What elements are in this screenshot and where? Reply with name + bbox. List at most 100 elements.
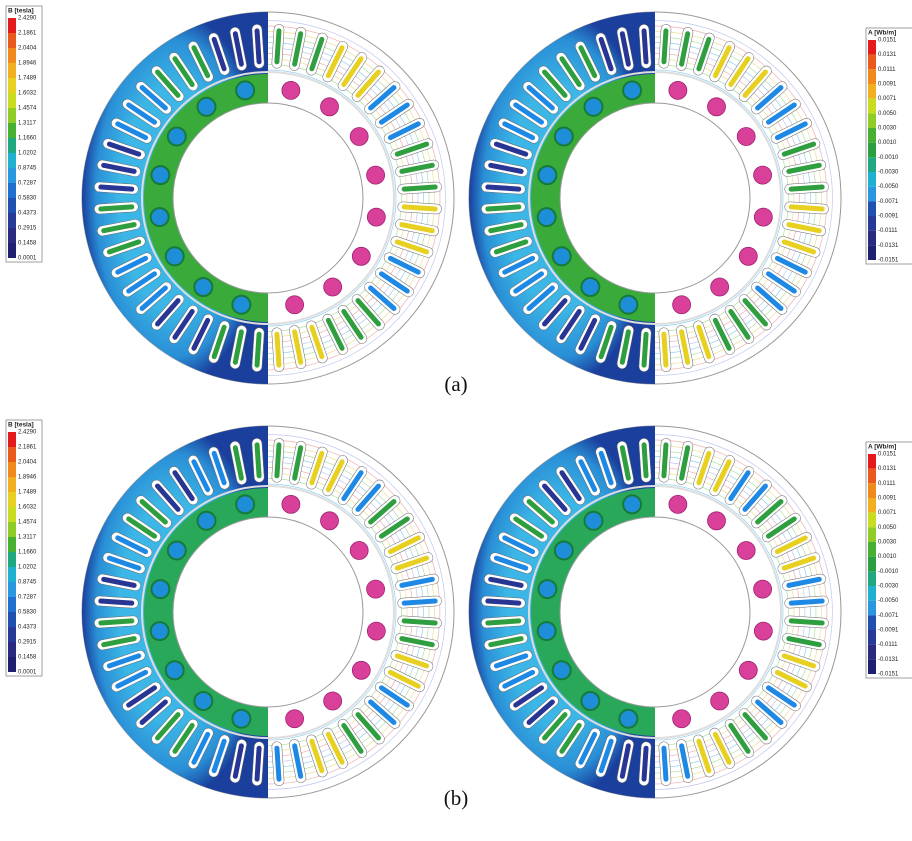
legend-swatch xyxy=(868,527,876,542)
legend-swatch xyxy=(8,243,16,258)
legend-swatch xyxy=(8,432,16,447)
legend-swatch xyxy=(8,612,16,627)
legend-swatch xyxy=(868,157,876,172)
legend-swatch xyxy=(8,567,16,582)
magnet-field xyxy=(584,98,602,116)
legend-swatch xyxy=(8,78,16,93)
legend-label: 1.7489 xyxy=(18,490,37,496)
legend-label: 2.1861 xyxy=(18,445,37,451)
legend-swatch xyxy=(8,123,16,138)
magnet-field xyxy=(553,247,571,265)
magnet xyxy=(708,98,726,116)
legend-swatch xyxy=(868,172,876,187)
legend-label: 0.5830 xyxy=(18,610,37,616)
magnet xyxy=(711,692,729,710)
magnet xyxy=(350,127,368,145)
legend-swatch xyxy=(868,113,876,128)
legend-swatch xyxy=(868,245,876,260)
legend-label: 1.0202 xyxy=(18,565,37,571)
legend-label: 1.6032 xyxy=(18,91,37,97)
legend-label: 0.0001 xyxy=(18,670,37,676)
legend-label: 1.6032 xyxy=(18,505,37,511)
legend: A [Wb/m]0.01510.01310.01110.00910.00710.… xyxy=(866,28,912,264)
legend-swatch xyxy=(868,99,876,114)
legend-swatch xyxy=(868,615,876,630)
legend-label: -0.0151 xyxy=(878,672,899,678)
magnet-field xyxy=(581,278,599,296)
magnet-field xyxy=(538,622,556,640)
magnet-field xyxy=(166,661,184,679)
legend-label: 0.4373 xyxy=(18,625,37,631)
magnet xyxy=(754,622,772,640)
legend-label: 0.0010 xyxy=(878,554,897,560)
legend-label: 0.4373 xyxy=(18,211,37,217)
legend-label: 1.3117 xyxy=(18,535,37,541)
legend-label: 2.0404 xyxy=(18,46,37,52)
magnet-field xyxy=(194,692,212,710)
legend-label: 1.8946 xyxy=(18,61,37,67)
legend-swatch xyxy=(868,469,876,484)
legend-label: 1.1660 xyxy=(18,136,37,142)
legend: B [tesla]2.42902.18612.04041.89461.74891… xyxy=(6,420,42,676)
legend-label: -0.0071 xyxy=(878,199,899,205)
legend-label: -0.0091 xyxy=(878,214,899,220)
legend: A [Wb/m]0.01510.01310.01110.00910.00710.… xyxy=(866,442,912,678)
magnet xyxy=(737,541,755,559)
legend-label: 0.2915 xyxy=(18,226,37,232)
legend-label: -0.0030 xyxy=(878,170,899,176)
legend-swatch xyxy=(8,552,16,567)
magnet xyxy=(367,208,385,226)
legend-label: -0.0111 xyxy=(878,642,898,648)
legend-label: -0.0091 xyxy=(878,628,899,634)
legend-label: 0.0151 xyxy=(878,38,897,44)
motor xyxy=(82,12,454,384)
magnet xyxy=(324,278,342,296)
legend-swatch xyxy=(8,582,16,597)
legend-label: 0.5830 xyxy=(18,196,37,202)
legend-title: A [Wb/m] xyxy=(868,444,896,451)
legend-swatch xyxy=(8,537,16,552)
legend-label: 0.1458 xyxy=(18,241,37,247)
legend-swatch xyxy=(8,153,16,168)
magnet-field xyxy=(197,512,215,530)
legend-label: 1.7489 xyxy=(18,76,37,82)
magnet xyxy=(739,661,757,679)
magnet-field xyxy=(538,580,556,598)
magnet-field xyxy=(232,710,250,728)
legend-label: 1.8946 xyxy=(18,475,37,481)
magnet-field xyxy=(538,208,556,226)
legend-label: 0.0030 xyxy=(878,540,897,546)
legend-label: 0.0131 xyxy=(878,52,897,58)
caption: (a) xyxy=(444,372,467,396)
legend-swatch xyxy=(868,645,876,660)
legend-swatch xyxy=(8,477,16,492)
magnet xyxy=(669,495,687,513)
magnet-field xyxy=(168,127,186,145)
shaft xyxy=(173,517,363,707)
legend-title: A [Wb/m] xyxy=(868,30,896,37)
magnet-field xyxy=(553,661,571,679)
legend-label: 0.7287 xyxy=(18,595,37,601)
legend-swatch xyxy=(868,84,876,99)
magnet-field xyxy=(232,296,250,314)
legend-label: -0.0131 xyxy=(878,243,899,249)
magnet xyxy=(754,166,772,184)
magnet-field xyxy=(197,98,215,116)
legend-swatch xyxy=(868,601,876,616)
legend-label: 1.1660 xyxy=(18,550,37,556)
legend-label: 2.0404 xyxy=(18,460,37,466)
legend-label: -0.0131 xyxy=(878,657,899,663)
legend-label: 0.1458 xyxy=(18,655,37,661)
legend-swatch xyxy=(868,201,876,216)
shaft xyxy=(173,103,363,293)
legend-label: 0.0131 xyxy=(878,466,897,472)
legend-label: 0.0151 xyxy=(878,452,897,458)
magnet xyxy=(754,580,772,598)
legend-label: 0.7287 xyxy=(18,181,37,187)
legend-swatch xyxy=(8,198,16,213)
legend-swatch xyxy=(8,138,16,153)
magnet-field xyxy=(555,541,573,559)
legend-swatch xyxy=(868,55,876,70)
legend-label: 1.4574 xyxy=(18,520,37,526)
legend-swatch xyxy=(8,597,16,612)
